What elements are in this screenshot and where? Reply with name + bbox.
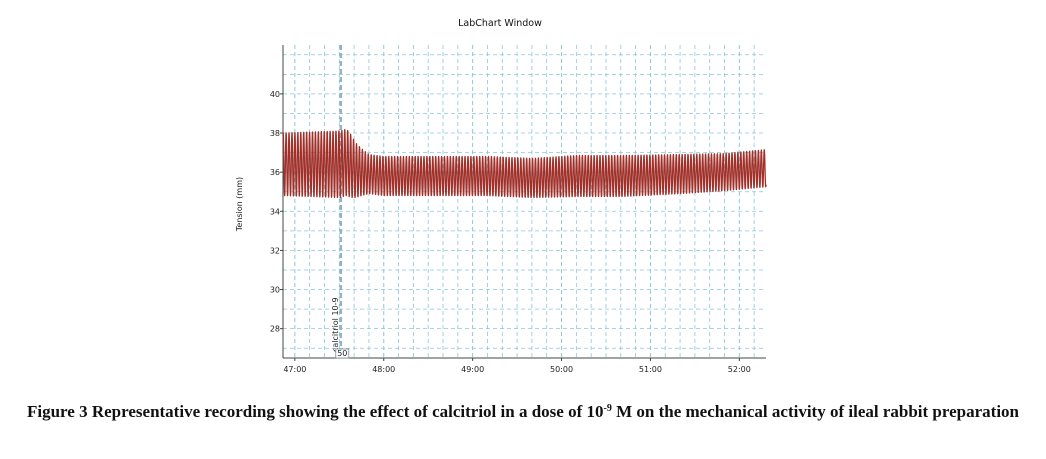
caption-suffix: M on the mechanical activity of ileal ra…	[611, 402, 1019, 421]
x-tick-label: 47:00	[283, 365, 306, 374]
caption-exponent: -9	[603, 403, 612, 414]
y-tick-label: 36	[270, 168, 280, 177]
x-tick-label: 48:00	[372, 365, 395, 374]
y-axis-label: Tension (mm)	[235, 177, 244, 232]
y-tick-label: 34	[270, 207, 280, 216]
chart-title: LabChart Window	[458, 18, 542, 29]
tension-trace	[282, 128, 767, 199]
figure-caption: Figure 3 Representative recording showin…	[0, 398, 1046, 425]
labchart-recording: LabChart Window 28 30 32 34 36 38 40 47:00 48:0…	[235, 18, 767, 374]
annotation-label: calcitriol 10-9	[331, 297, 340, 352]
y-tick-label: 38	[270, 129, 280, 138]
x-tick-label: 50:00	[550, 365, 573, 374]
x-ticks: 47:00 48:00 49:00 50:00 51:00 52:00	[283, 358, 751, 374]
x-tick-label: 49:00	[461, 365, 484, 374]
y-tick-label: 32	[270, 246, 280, 255]
x-tick-label: 52:00	[728, 365, 751, 374]
y-ticks: 28 30 32 34 36 38 40	[270, 90, 283, 334]
annotation-marker-number: 50	[337, 349, 347, 358]
y-tick-label: 28	[270, 325, 280, 334]
annotation-marker-box	[335, 348, 350, 359]
caption-prefix: Figure 3 Representative recording showin…	[27, 402, 604, 421]
y-tick-label: 40	[270, 90, 280, 99]
drug-annotations: calcitriol 10-950	[331, 45, 350, 359]
y-tick-label: 30	[270, 286, 280, 295]
x-tick-label: 51:00	[639, 365, 662, 374]
chart-grid	[283, 45, 766, 358]
